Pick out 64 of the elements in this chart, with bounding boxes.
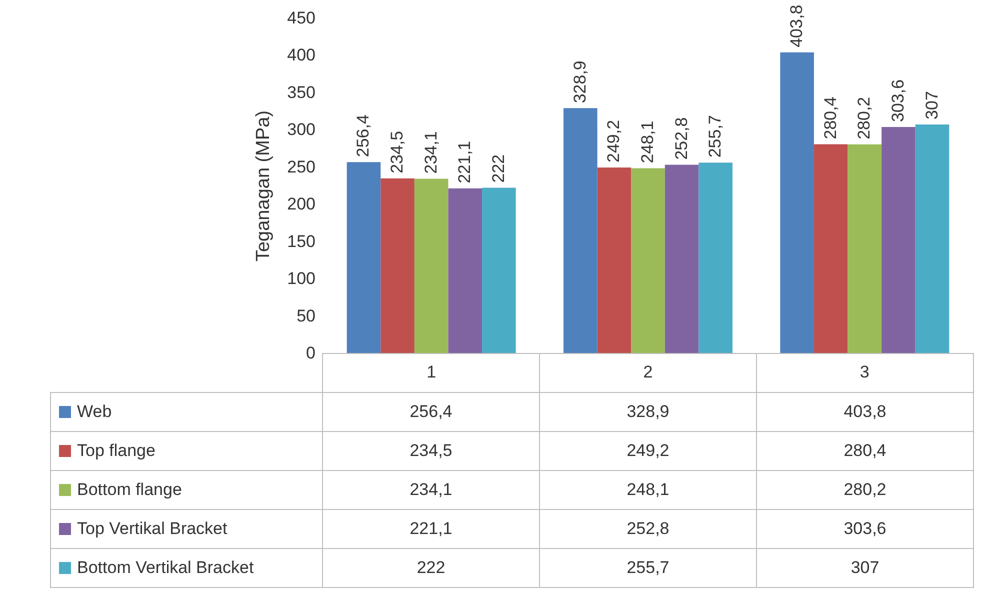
data-label: 328,9 [540,392,756,432]
legend-label: Top flange [50,432,322,470]
text: 307 [922,91,942,120]
text: 248,1 [638,120,657,164]
text: 234,5 [388,130,407,174]
x-tick-label: 3 [860,362,870,382]
bar [915,124,950,353]
text: 403,8 [787,4,806,48]
text: 328,9 [570,60,590,104]
y-tick-label: 250 [287,157,316,176]
bar [414,178,448,353]
y-tick-label: 300 [287,120,316,140]
text: 222 [488,154,508,183]
text: 252,8 [672,117,691,160]
y-tick-label: 400 [287,46,316,65]
y-tick-label: 450 [287,8,316,28]
bar [380,178,414,353]
text: 221,1 [455,140,474,184]
data-label: 403,8 [756,392,974,432]
y-tick-label: 50 [296,306,316,326]
data-label: 280,4 [756,432,974,470]
bar [698,162,732,353]
bar [482,188,516,353]
legend-label: Top Vertikal Bracket [50,510,322,548]
bar [448,188,482,353]
text: 303,6 [888,79,908,122]
y-axis-title: Teganagan (MPa) [253,110,274,262]
text: 280,2 [854,96,874,140]
bar [564,108,598,353]
y-tick-label: 350 [287,82,316,102]
x-tick-label: 2 [643,362,653,382]
text: 256,4 [354,114,373,158]
data-label: 255,7 [540,548,756,588]
text: 234,1 [421,131,440,174]
y-tick-label: 0 [306,344,316,362]
data-label: 307 [756,548,974,588]
bar [848,144,882,353]
bar [780,52,814,353]
bar [882,126,916,353]
legend-label: Web [50,392,322,432]
legend-label: Bottom Vertikal Bracket [50,548,322,588]
text: 255,7 [706,115,725,158]
legend-label: Bottom flange [50,470,322,510]
bar [814,144,848,353]
data-label: 249,2 [540,432,756,470]
data-label: 280,2 [756,470,974,510]
bar [664,164,699,353]
data-label: 248,1 [540,470,756,510]
bar [346,162,381,353]
y-tick-label: 200 [287,194,316,214]
y-tick-label: 100 [287,269,316,288]
x-tick-label: 1 [426,362,436,382]
bar [631,168,665,353]
data-label: 221,1 [322,510,540,548]
text: 249,2 [604,120,624,162]
text: 280,4 [820,96,840,140]
data-label: 252,8 [540,510,756,548]
data-label: 256,4 [322,392,540,432]
y-tick-label: 150 [287,232,316,251]
bar [597,167,632,353]
data-label: 234,5 [322,432,540,470]
data-label: 303,6 [756,510,974,548]
data-label: 222 [322,548,540,588]
data-label: 234,1 [322,470,540,510]
